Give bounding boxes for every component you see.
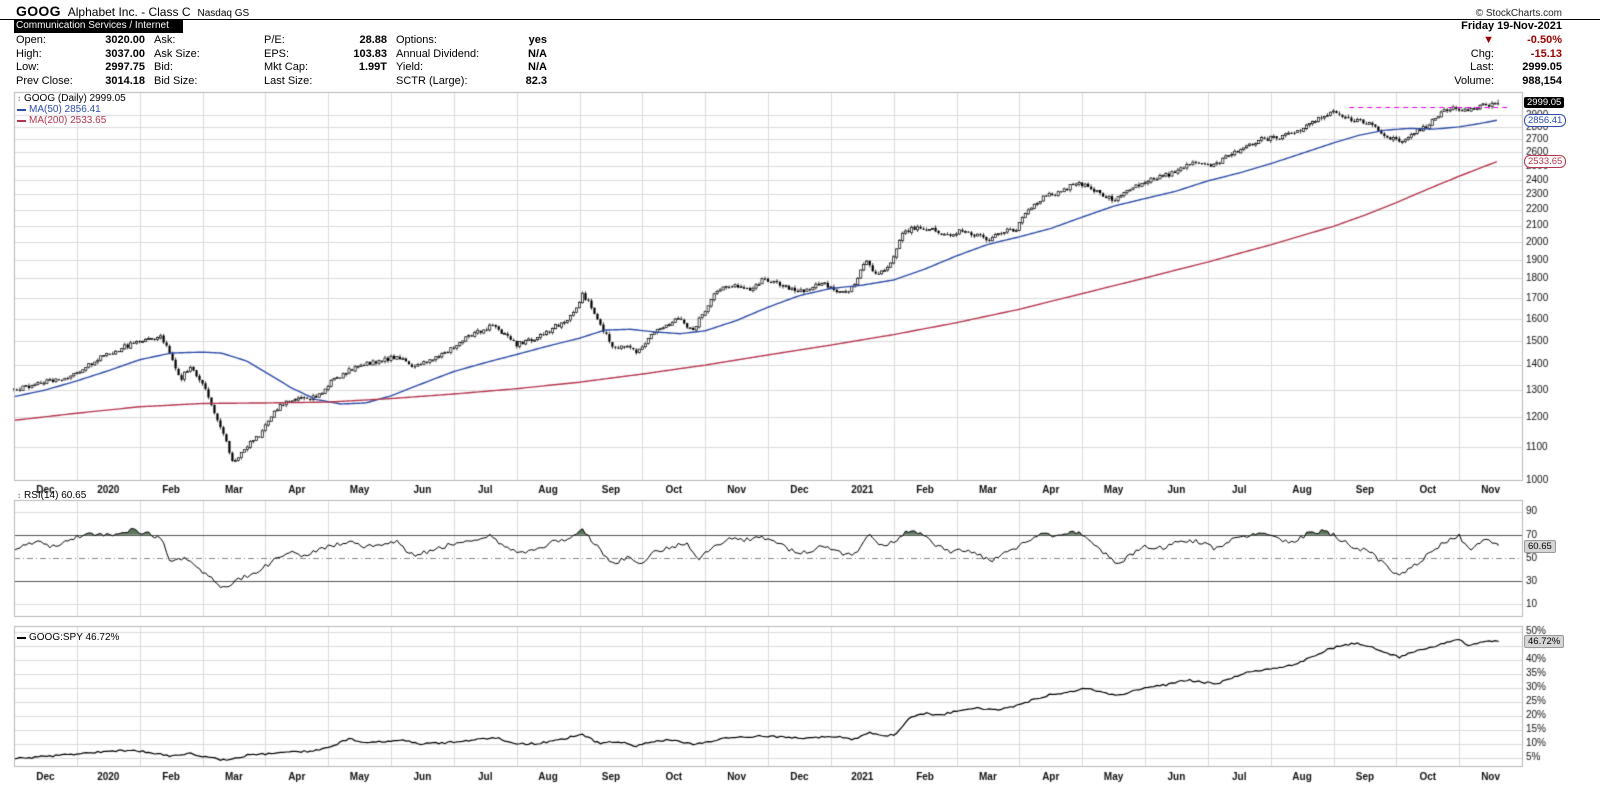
chg-label: Chg: <box>1470 47 1494 60</box>
quote-low-value: 2997.75 <box>105 61 145 73</box>
down-triangle-icon: ▼ <box>1483 34 1494 46</box>
chart-header: GOOG Alphabet Inc. - Class C Nasdaq GS ©… <box>0 0 1600 87</box>
quote-lastsize-value <box>335 75 387 89</box>
company-name: Alphabet Inc. - Class C <box>67 5 191 19</box>
quote-yield-label: Yield: <box>396 61 424 73</box>
quote-high-value: 3037.00 <box>105 47 145 60</box>
quote-open-label: Open: <box>16 34 46 46</box>
rsi-legend-label: RSI(14) 60.65 <box>24 490 87 501</box>
quote-prevclose-value: 3014.18 <box>105 74 145 87</box>
quote-dividend-label: Annual Dividend: <box>396 47 480 60</box>
ma200-legend-row: MA(200) 2533.65 <box>17 115 106 126</box>
price-rsi-ratio-chart-canvas <box>0 90 1600 800</box>
quote-sctr-value: 82.3 <box>525 74 547 87</box>
chart-panels: ↕ GOOG (Daily) 2999.05 MA(50) 2856.41 MA… <box>0 90 1600 800</box>
quote-eps-value: 103.83 <box>353 47 387 60</box>
quote-dividend-value: N/A <box>528 47 547 60</box>
volume-value: 988,154 <box>1522 74 1562 87</box>
quote-bidsize-label: Bid Size: <box>154 74 198 87</box>
ma50-axis-label: 2856.41 <box>1524 114 1567 127</box>
rsi-panel-legend: ↕ RSI(14) 60.65 <box>17 490 86 501</box>
ratio-legend-label: GOOG:SPY 46.72% <box>29 632 120 643</box>
quote-asksize-value <box>221 48 255 62</box>
ratio-axis-label: 46.72% <box>1524 635 1565 648</box>
industry-sector-label: Communication Services / Internet <box>14 20 183 33</box>
ma50-legend-label: MA(50) 2856.41 <box>29 104 101 115</box>
quote-options-label: Options: <box>396 34 437 46</box>
price-legend-label: GOOG (Daily) 2999.05 <box>24 93 126 104</box>
change-summary: ▼ -0.50% Chg: -15.13 Last: 2999.05 Volum… <box>1454 34 1562 88</box>
exchange-name: Nasdaq GS <box>197 8 250 19</box>
industry-row: Communication Services / Internet Friday… <box>0 19 1600 33</box>
quote-lastsize-label: Last Size: <box>264 74 313 87</box>
quote-prevclose-label: Prev Close: <box>16 74 73 87</box>
chg-value: -15.13 <box>1530 47 1562 60</box>
rsi-axis-label: 60.65 <box>1524 540 1556 553</box>
quote-ask-value <box>221 34 255 48</box>
quote-open-value: 3020.00 <box>105 34 145 46</box>
quote-eps-label: EPS: <box>264 47 290 60</box>
quote-asksize-label: Ask Size: <box>154 47 200 60</box>
quote-mktcap-label: Mkt Cap: <box>264 61 309 73</box>
quote-pe-value: 28.88 <box>359 34 387 46</box>
ratio-legend-swatch <box>17 636 26 639</box>
last-label: Last: <box>1470 61 1494 73</box>
last-price-axis-label: 2999.05 <box>1524 97 1565 108</box>
quote-bid-value <box>221 61 255 75</box>
chart-date: Friday 19-Nov-2021 <box>1461 20 1562 32</box>
quote-options-value: yes <box>528 34 547 46</box>
volume-label: Volume: <box>1454 74 1494 87</box>
quote-bidsize-value <box>221 75 255 89</box>
ma50-legend-swatch <box>17 108 26 111</box>
change-percent-value: -0.50% <box>1527 34 1562 46</box>
quote-low-label: Low: <box>16 61 40 73</box>
ratio-panel-legend: GOOG:SPY 46.72% <box>17 632 119 643</box>
quote-bid-label: Bid: <box>154 61 173 73</box>
copyright-text: © StockCharts.com <box>1475 8 1562 19</box>
quote-summary-grid: Open: 3020.00 Ask: P/E: 28.88 Options: yes … <box>16 34 547 88</box>
last-value: 2999.05 <box>1522 61 1562 73</box>
collapse-icon: ↕ <box>17 94 21 103</box>
quote-mktcap-value: 1.99T <box>358 61 387 73</box>
title-row: GOOG Alphabet Inc. - Class C Nasdaq GS ©… <box>0 0 1600 19</box>
quote-yield-value: N/A <box>528 61 547 73</box>
ma200-axis-label: 2533.65 <box>1524 155 1567 168</box>
quote-pe-label: P/E: <box>264 34 285 46</box>
quote-ask-label: Ask: <box>154 34 176 46</box>
ma200-legend-swatch <box>17 119 26 122</box>
quote-sctr-label: SCTR (Large): <box>396 74 468 87</box>
quote-high-label: High: <box>16 47 42 60</box>
ticker-symbol: GOOG <box>16 3 61 19</box>
price-panel-legend: ↕ GOOG (Daily) 2999.05 <box>17 93 126 104</box>
ma200-legend-label: MA(200) 2533.65 <box>29 115 107 126</box>
ma50-legend-row: MA(50) 2856.41 <box>17 104 101 115</box>
collapse-icon: ↕ <box>17 491 21 500</box>
